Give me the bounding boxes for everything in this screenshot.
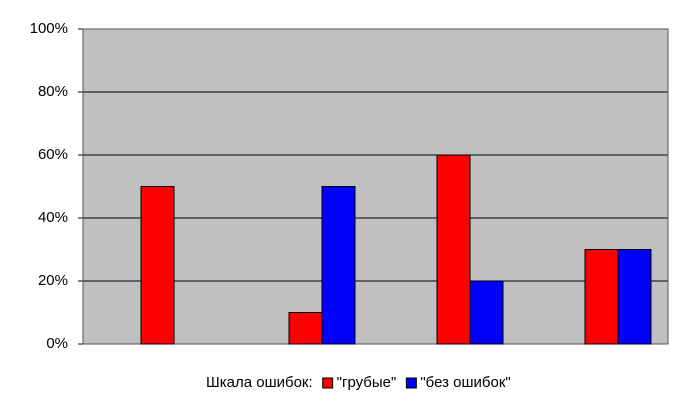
bar [321,186,356,345]
y-tick-label: 20% [38,272,68,289]
y-tick-label: 60% [38,146,68,163]
legend-label: "грубые" [337,374,397,391]
bar [617,249,652,345]
bar [436,154,471,345]
y-tick-label: 0% [46,335,68,352]
bar [469,280,504,345]
y-tick-label: 40% [38,209,68,226]
plot-area [83,29,668,344]
bar [584,249,619,345]
y-tick-label: 80% [38,83,68,100]
legend-swatch [405,377,417,389]
y-tick-label: 100% [30,20,68,37]
bar [140,186,175,345]
legend-label: "без ошибок" [420,374,510,391]
legend-title: Шкала ошибок: [206,374,313,391]
bar [288,312,323,345]
plot-border [82,28,669,345]
legend-swatch [322,377,334,389]
